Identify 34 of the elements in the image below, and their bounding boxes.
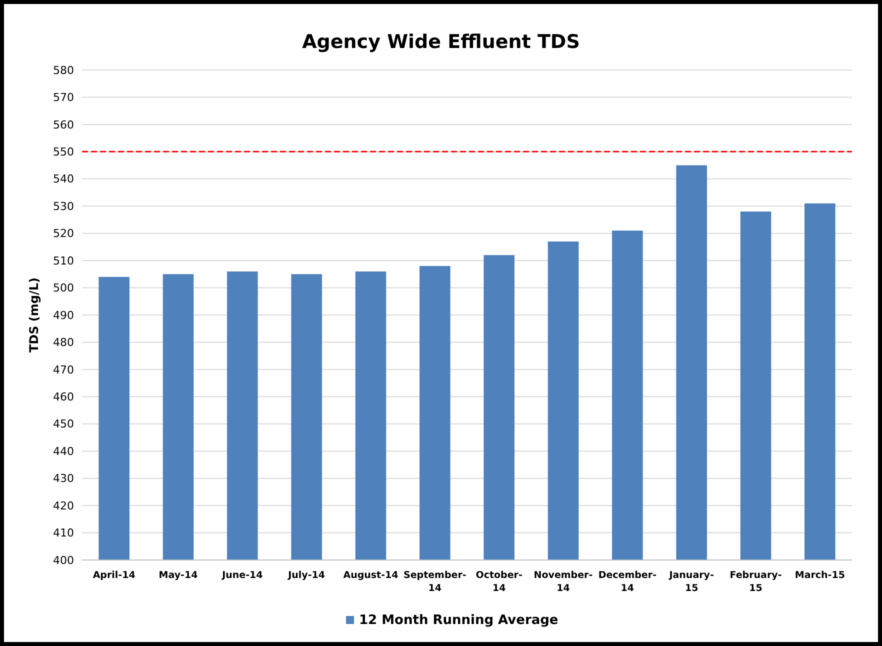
y-axis-title: TDS (mg/L) xyxy=(27,277,41,353)
y-tick-label: 410 xyxy=(53,526,74,540)
x-tick-label: January-15 xyxy=(668,570,714,594)
y-tick-label: 450 xyxy=(53,418,74,431)
x-tick-label: March-15 xyxy=(794,570,845,581)
y-tick-label: 430 xyxy=(53,472,74,486)
x-tick-label: November-14 xyxy=(534,570,593,594)
y-tick-label: 490 xyxy=(53,308,74,322)
x-tick-label: December-14 xyxy=(598,570,657,594)
x-tick-label: August-14 xyxy=(343,570,399,581)
y-tick-label: 510 xyxy=(53,254,74,268)
y-tick-label: 470 xyxy=(53,363,74,376)
y-tick-label: 440 xyxy=(53,444,74,458)
y-tick-label: 580 xyxy=(53,64,74,77)
y-tick-label: 500 xyxy=(53,282,74,295)
chart-title: Agency Wide Effluent TDS xyxy=(302,31,580,53)
y-tick-label: 560 xyxy=(53,118,74,132)
x-tick-label: October-14 xyxy=(476,570,522,594)
x-tick-label: February-15 xyxy=(730,570,782,594)
y-tick-label: 540 xyxy=(53,172,74,186)
x-tick-label: July-14 xyxy=(287,570,326,581)
y-tick-label: 550 xyxy=(53,146,74,159)
x-tick-label: April-14 xyxy=(92,570,136,581)
y-tick-label: 570 xyxy=(53,91,74,104)
x-tick-label: September-14 xyxy=(403,570,466,594)
legend-label: 12 Month Running Average xyxy=(359,613,558,628)
x-tick-label: May-14 xyxy=(158,570,198,581)
x-tick-label: June-14 xyxy=(221,570,264,581)
y-tick-label: 520 xyxy=(53,227,74,240)
y-tick-label: 480 xyxy=(53,336,74,350)
y-tick-label: 420 xyxy=(53,499,74,512)
y-tick-label: 460 xyxy=(53,390,74,404)
y-tick-label: 530 xyxy=(53,200,74,213)
y-tick-label: 400 xyxy=(53,554,74,567)
